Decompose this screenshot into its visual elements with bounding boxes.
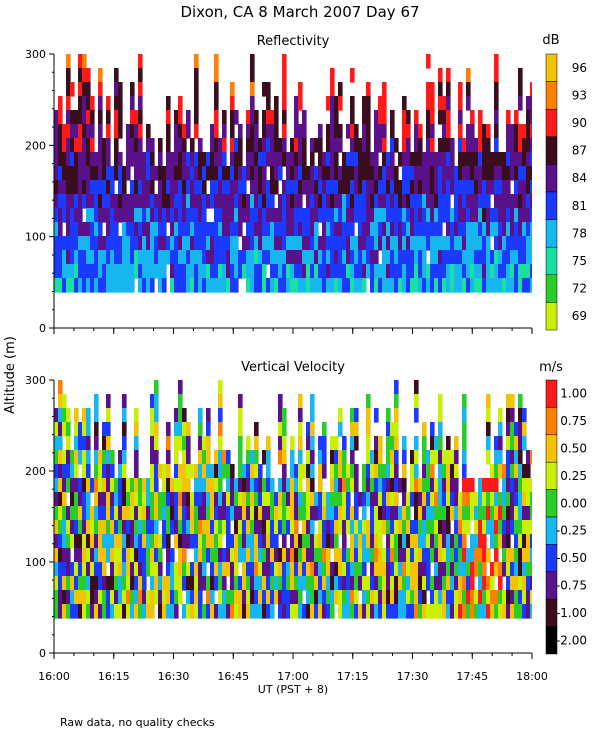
y-tick-label: 100: [25, 231, 46, 244]
colorbar-label: 84: [572, 171, 587, 185]
colorbar-swatch: [545, 81, 558, 110]
colorbar-label: -1.00: [556, 606, 587, 620]
reflectivity-panel: Reflectivity 0 100 200 300 96 93 90 87 84 81 78 75 72…: [25, 33, 587, 335]
heatmap-field: [54, 54, 532, 293]
colorbar-swatch: [545, 219, 558, 248]
colorbar: 1.00 0.75 0.50 0.25 0.00 -0.25 -0.50 -0.75 -1.00…: [539, 360, 587, 655]
x-tick-label: 16:30: [158, 670, 190, 683]
x-tick-label: 16:45: [217, 670, 249, 683]
colorbar-swatch: [545, 489, 558, 518]
y-tick-label: 0: [39, 322, 46, 335]
colorbar-label: 1.00: [560, 387, 587, 401]
panel-title: Vertical Velocity: [241, 360, 345, 375]
x-axis: 16:00 16:15 16:30 16:45 17:00 17:15 17:30 17:45…: [38, 670, 548, 683]
shared-y-axis-label: Altitude (m): [3, 336, 18, 414]
colorbar-label: 69: [572, 309, 587, 323]
x-tick-label: 17:15: [337, 670, 369, 683]
footer-note: Raw data, no quality checks: [60, 716, 215, 729]
x-tick-label: 16:00: [38, 670, 70, 683]
colorbar-label: 0.00: [560, 496, 587, 510]
vertical-velocity-panel: Vertical Velocity 0 100 200 300 1.00 0.75 0.50 0…: [25, 360, 587, 660]
y-tick-label: 0: [39, 647, 46, 660]
colorbar-label: 81: [572, 199, 587, 213]
y-tick-label: 100: [25, 556, 46, 569]
colorbar-swatch: [545, 461, 558, 490]
colorbar-label: 75: [572, 254, 587, 268]
colorbar-label: -2.00: [556, 633, 587, 647]
y-tick-label: 300: [25, 48, 46, 61]
colorbar-swatch: [545, 164, 558, 193]
colorbar-label: 72: [572, 282, 587, 296]
colorbar-unit: dB: [542, 33, 559, 48]
x-tick-label: 17:30: [397, 670, 429, 683]
colorbar-swatch: [545, 136, 558, 165]
colorbar-swatch: [545, 53, 558, 82]
y-tick-label: 300: [25, 374, 46, 387]
colorbar-swatch: [545, 108, 558, 138]
colorbar-unit: m/s: [539, 360, 563, 375]
colorbar-swatch: [545, 434, 558, 463]
colorbar-label: -0.75: [556, 579, 587, 593]
heatmap-field: [54, 380, 532, 619]
colorbar-label: 87: [572, 144, 587, 158]
colorbar: 96 93 90 87 84 81 78 75 72 69 dB: [542, 33, 587, 331]
x-tick-label: 18:00: [516, 670, 548, 683]
y-tick-label: 200: [25, 139, 46, 152]
x-axis-label: UT (PST + 8): [258, 683, 328, 696]
colorbar-swatch: [545, 302, 558, 331]
colorbar-label: 0.75: [560, 414, 587, 428]
colorbar-label: -0.25: [556, 524, 587, 538]
colorbar-swatch: [545, 626, 558, 655]
colorbar-swatch: [545, 407, 558, 436]
y-tick-label: 200: [25, 465, 46, 478]
colorbar-swatch: [545, 191, 558, 220]
colorbar-swatch: [545, 274, 558, 303]
x-tick-label: 17:45: [456, 670, 488, 683]
colorbar-label: 96: [572, 61, 587, 75]
colorbar-swatch: [545, 379, 558, 408]
colorbar-label: 90: [572, 116, 587, 130]
colorbar-label: 93: [572, 88, 587, 102]
x-tick-label: 16:15: [98, 670, 130, 683]
colorbar-label: 0.50: [560, 442, 587, 456]
colorbar-label: -0.50: [556, 551, 587, 565]
colorbar-label: 0.25: [560, 469, 587, 483]
panel-title: Reflectivity: [257, 34, 330, 49]
colorbar-swatch: [545, 246, 558, 276]
page-title: Dixon, CA 8 March 2007 Day 67: [180, 3, 419, 21]
x-tick-label: 17:00: [277, 670, 309, 683]
colorbar-label: 78: [572, 226, 587, 240]
